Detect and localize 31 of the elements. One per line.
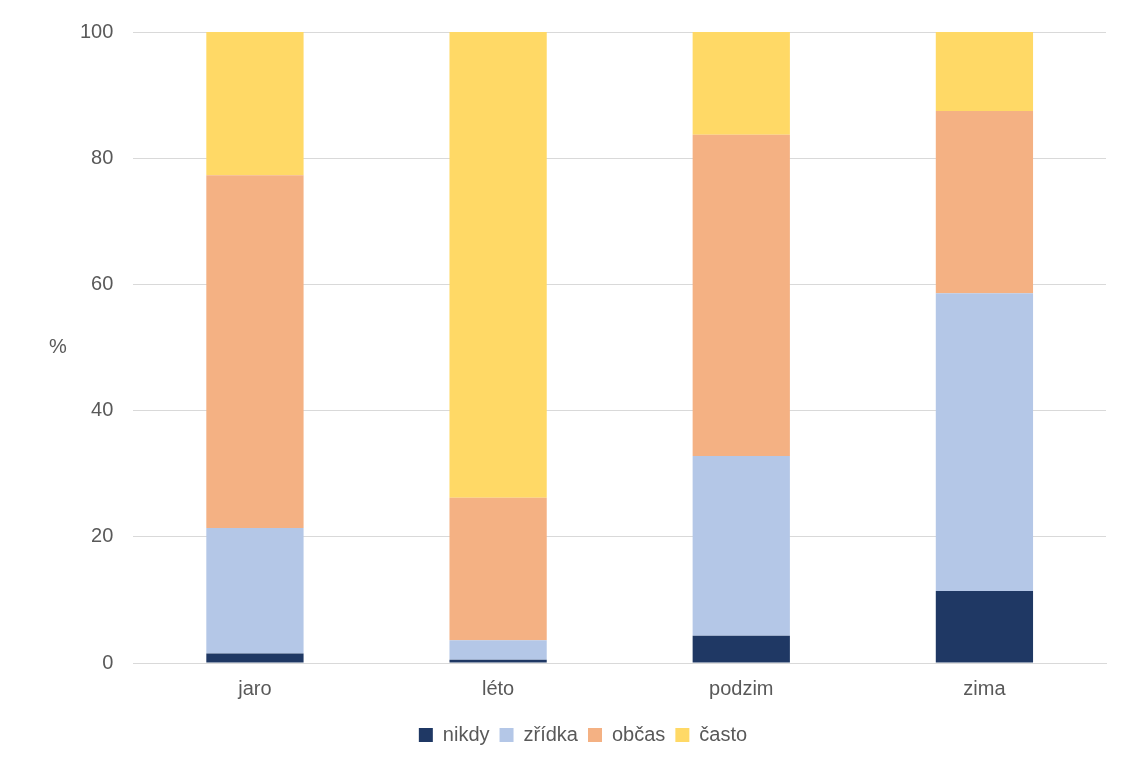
bar (935, 591, 1034, 663)
x-tick-label: podzim (709, 676, 774, 699)
bar (935, 110, 1034, 294)
y-tick-label: 60 (91, 271, 114, 294)
bar (935, 32, 1034, 111)
y-axis-title: % (49, 335, 68, 358)
x-tick-label: jaro (237, 676, 272, 699)
bar (449, 659, 547, 663)
bar (206, 653, 304, 663)
bar (206, 175, 304, 528)
y-tick-label: 20 (91, 524, 114, 547)
x-tick-label: zima (963, 676, 1007, 699)
bar (449, 497, 547, 641)
bar (449, 32, 547, 498)
legend-label: nikdy (442, 722, 490, 745)
y-tick-label: 40 (91, 398, 114, 421)
bar (692, 635, 790, 663)
bar (692, 456, 790, 636)
bar (692, 134, 790, 457)
legend-label: občas (611, 722, 666, 745)
legend-label: zřídka (523, 722, 579, 745)
bar (206, 32, 304, 176)
y-tick-label: 80 (91, 145, 114, 168)
legend-label: často (699, 722, 748, 745)
bar (692, 32, 790, 135)
bar (935, 293, 1034, 592)
x-tick-label: léto (481, 676, 515, 699)
bar (206, 527, 304, 654)
y-tick-label: 100 (79, 19, 114, 42)
bar (449, 640, 547, 660)
y-tick-label: 0 (102, 650, 114, 673)
